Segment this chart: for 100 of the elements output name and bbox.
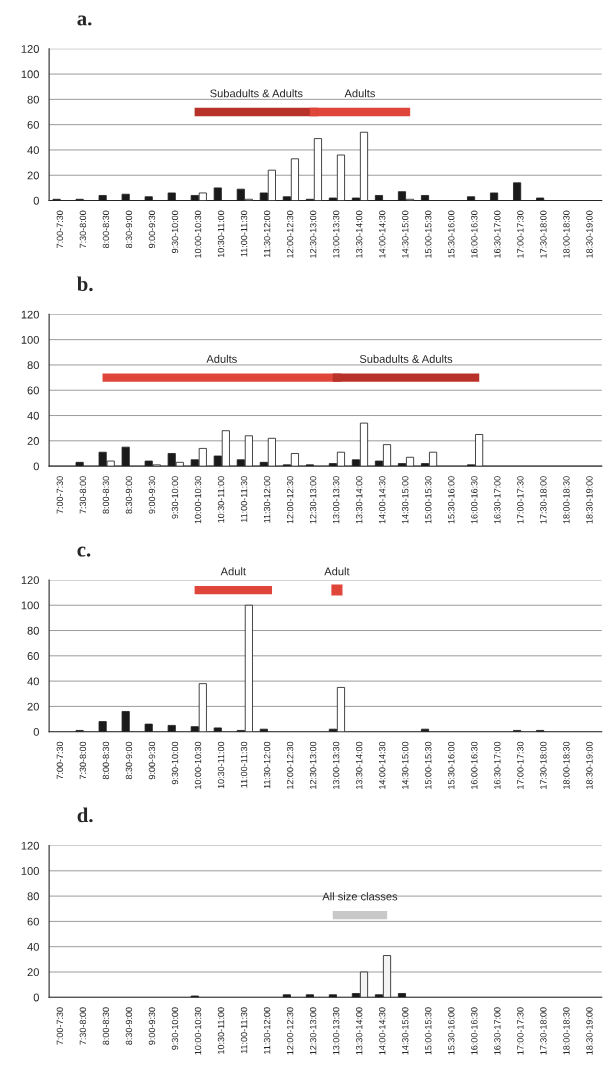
y-tick-label: 100 (21, 335, 39, 344)
x-tick-label: 13:30-14:00 (355, 1007, 363, 1055)
x-tick-label: 13:00-13:30 (332, 741, 340, 789)
x-tick-label: 14:30-15:00 (402, 1007, 409, 1055)
x-tick-label: 15:00-15:30 (425, 476, 432, 524)
x-tick-label: 18:30-19:00 (586, 476, 593, 524)
x-tick-label: 7:00-7:30 (56, 1007, 64, 1045)
x-tick-label: 13:30-14:00 (355, 476, 363, 524)
x-tick-label: 14:30-15:00 (402, 476, 409, 524)
x-tick-label: 13:00-13:30 (332, 210, 340, 258)
y-tick-label: 40 (27, 411, 39, 420)
x-tick-label: 18:30-19:00 (586, 1007, 593, 1055)
x-tick-label: 10:30-11:00 (217, 741, 225, 789)
x-tick-label: 12:00-12:30 (286, 1007, 294, 1055)
x-tick-label: 7:30-8:00 (79, 741, 87, 780)
x-tick-label: 18:30-19:00 (586, 210, 593, 258)
x-tick-label: 7:00-7:30 (56, 741, 64, 780)
x-tick-label: 11:00-11:30 (240, 476, 248, 523)
y-tick-label: 20 (27, 437, 39, 445)
x-tick-label: 17:30-18:00 (540, 476, 547, 524)
x-tick-label: 14:00-14:30 (379, 741, 386, 789)
x-tick-label: 14:30-15:00 (402, 741, 409, 789)
x-tick-label: 9:00-9:30 (148, 476, 156, 514)
x-tick-label: 8:00-8:30 (102, 210, 110, 249)
x-tick-label: 10:00-10:30 (194, 741, 202, 789)
series-label: Subadults & Adults (359, 354, 453, 363)
y-tick-label: 120 (21, 310, 39, 319)
x-tick-label: 16:00-16:30 (471, 210, 478, 258)
x-tick-label: 14:00-14:30 (379, 1007, 386, 1055)
y-tick-label: 80 (27, 626, 39, 635)
x-tick-label: 11:00-11:30 (240, 1007, 248, 1054)
x-tick-label: 12:30-13:00 (309, 476, 317, 524)
x-tick-label: 13:30-14:00 (355, 210, 363, 258)
x-tick-label: 12:30-13:00 (309, 210, 317, 258)
chart-title: a. (77, 15, 92, 26)
x-tick-label: 18:00-18:30 (563, 210, 570, 258)
y-tick-label: 20 (27, 702, 39, 711)
x-tick-label: 9:30-10:00 (171, 1007, 179, 1050)
x-tick-label: 18:00-18:30 (563, 741, 570, 789)
x-tick-label: 11:30-12:00 (263, 210, 271, 258)
x-tick-label: 16:00-16:30 (471, 476, 478, 524)
x-tick-label: 8:30-9:00 (125, 210, 133, 249)
y-tick-label: 0 (33, 196, 39, 205)
chart-title: c. (77, 546, 91, 557)
series-label: Subadults & Adults (210, 89, 303, 98)
x-tick-label: 16:00-16:30 (471, 741, 478, 789)
y-tick-label: 40 (27, 677, 39, 686)
x-tick-label: 7:00-7:30 (56, 210, 64, 248)
x-tick-label: 13:00-13:30 (332, 476, 340, 524)
x-tick-label: 13:30-14:00 (355, 741, 363, 789)
x-tick-label: 17:30-18:00 (540, 741, 547, 789)
series-label: Adults (344, 89, 375, 98)
x-tick-label: 11:30-12:00 (263, 476, 271, 523)
x-tick-label: 14:00-14:30 (379, 476, 386, 524)
x-tick-label: 10:30-11:00 (217, 1007, 225, 1054)
x-tick-label: 8:00-8:30 (102, 741, 110, 780)
x-tick-label: 18:30-19:00 (586, 741, 593, 789)
x-tick-label: 17:30-18:00 (540, 210, 547, 258)
y-tick-label: 40 (27, 146, 39, 155)
x-tick-label: 17:00-17:30 (517, 210, 524, 258)
x-tick-label: 16:30-17:00 (494, 476, 501, 524)
x-tick-label: 12:30-13:00 (309, 741, 317, 789)
x-tick-label: 11:00-11:30 (240, 210, 248, 257)
y-tick-label: 120 (21, 576, 39, 585)
x-tick-label: 17:00-17:30 (517, 1007, 524, 1055)
x-tick-label: 8:30-9:00 (125, 476, 133, 514)
x-tick-label: 7:00-7:30 (56, 476, 64, 514)
x-tick-label: 9:00-9:30 (148, 1007, 156, 1045)
x-tick-label: 15:30-16:00 (448, 741, 455, 789)
x-tick-label: 11:30-12:00 (263, 1007, 271, 1054)
x-tick-label: 16:30-17:00 (494, 741, 501, 789)
y-tick-label: 60 (27, 917, 39, 926)
x-tick-label: 11:30-12:00 (263, 741, 271, 789)
x-tick-label: 14:00-14:30 (379, 210, 386, 258)
x-tick-label: 8:30-9:00 (125, 1007, 133, 1045)
x-tick-label: 10:00-10:30 (194, 1007, 202, 1055)
x-tick-label: 9:30-10:00 (171, 210, 179, 253)
x-tick-label: 17:00-17:30 (517, 741, 524, 789)
series-label: Adult (324, 567, 350, 576)
x-tick-label: 15:30-16:00 (448, 476, 455, 524)
x-tick-label: 11:00-11:30 (240, 741, 248, 788)
y-tick-label: 100 (21, 70, 39, 79)
series-label: Adult (220, 567, 246, 576)
x-tick-label: 10:00-10:30 (194, 210, 202, 258)
x-tick-label: 16:30-17:00 (494, 210, 501, 258)
y-tick-label: 80 (27, 361, 39, 370)
y-tick-label: 0 (33, 727, 39, 736)
x-tick-label: 9:00-9:30 (148, 741, 156, 780)
series-label: Adults (206, 354, 237, 363)
x-tick-label: 10:30-11:00 (217, 476, 225, 523)
x-tick-label: 9:30-10:00 (171, 741, 179, 785)
y-tick-label: 60 (27, 652, 39, 660)
y-tick-label: 40 (27, 942, 39, 951)
x-tick-label: 14:30-15:00 (402, 210, 409, 258)
x-tick-label: 18:00-18:30 (563, 476, 570, 524)
x-tick-label: 10:30-11:00 (217, 210, 225, 258)
chart-title: b. (77, 276, 93, 292)
x-tick-label: 10:00-10:30 (194, 476, 202, 524)
x-tick-label: 9:30-10:00 (171, 476, 179, 519)
y-tick-label: 120 (21, 45, 39, 53)
